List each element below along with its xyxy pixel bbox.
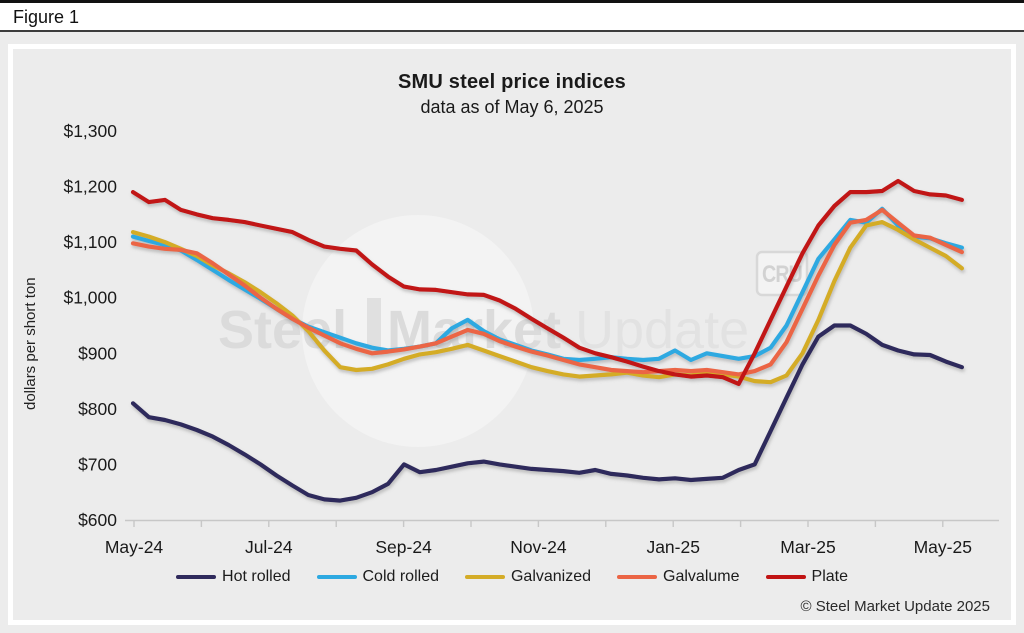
series-line-plate — [130, 178, 965, 386]
x-tick-label: Jan-25 — [646, 537, 700, 557]
axis-layer: $600 $700 $800 $900 $1,000 $1,100 $1,200 $1,300… — [63, 121, 999, 557]
legend-label: Galvalume — [663, 568, 740, 585]
copyright-text: © Steel Market Update 2025 — [800, 598, 991, 615]
chart-subtitle: data as of May 6, 2025 — [420, 97, 604, 117]
legend: Hot rolled Cold rolled Galvanized Galvalume… — [13, 562, 1011, 592]
watermark-cru-badge: CRU — [755, 250, 809, 297]
y-tick-label: $1,300 — [63, 121, 117, 141]
legend-label: Plate — [811, 568, 848, 585]
legend-swatch — [176, 574, 217, 580]
series-line-hot-rolled — [130, 323, 965, 503]
legend-swatch — [617, 574, 658, 580]
legend-swatch — [316, 574, 357, 580]
x-tick-label: May-24 — [105, 537, 164, 557]
figure-header-band: Figure 1 — [0, 3, 1024, 32]
y-tick-label: $1,100 — [63, 232, 117, 252]
x-tick-label: Jul-24 — [245, 537, 293, 557]
figure-label: Figure 1 — [13, 7, 80, 27]
legend-item-plate: Plate — [765, 568, 848, 586]
y-axis-label: dollars per short ton — [22, 277, 39, 411]
legend-item-hot-rolled: Hot rolled — [176, 568, 291, 586]
series-line-galvanized — [130, 220, 965, 385]
legend-item-galvalume: Galvalume — [617, 568, 740, 586]
watermark: Steel Market Update CRU — [218, 215, 809, 447]
y-tick-label: $700 — [78, 454, 117, 474]
x-tick-label: Sep-24 — [375, 537, 432, 557]
watermark-word-update: Update — [575, 300, 749, 360]
y-tick-label: $800 — [78, 399, 117, 419]
legend-swatch — [765, 574, 806, 580]
legend-label: Hot rolled — [222, 568, 291, 585]
legend-label: Cold rolled — [362, 568, 439, 585]
watermark-circle-logo — [302, 215, 534, 447]
x-tick-label: May-25 — [914, 537, 972, 557]
legend-item-cold-rolled: Cold rolled — [316, 568, 439, 586]
y-tick-label: $1,200 — [63, 177, 117, 197]
y-tick-label: $900 — [78, 343, 117, 363]
series-line-galvalume — [130, 207, 965, 377]
legend-swatch — [464, 574, 505, 580]
y-tick-label: $600 — [78, 510, 117, 530]
watermark-text: Steel Market Update — [218, 300, 749, 360]
watermark-beam — [367, 298, 381, 348]
legend-item-galvanized: Galvanized — [464, 568, 592, 586]
chart-panel: Steel Market Update CRU $600 $700 $800 $900… — [8, 44, 1016, 625]
top-border-line — [0, 0, 1024, 3]
legend-label: Galvanized — [510, 568, 592, 585]
chart-title: SMU steel price indices — [397, 71, 627, 93]
price-chart-svg: Steel Market Update CRU $600 $700 $800 $900… — [63, 121, 999, 557]
series-lines — [130, 178, 965, 503]
y-tick-label: $1,000 — [63, 288, 117, 308]
x-tick-label: Nov-24 — [510, 537, 567, 557]
x-tick-label: Mar-25 — [780, 537, 835, 557]
